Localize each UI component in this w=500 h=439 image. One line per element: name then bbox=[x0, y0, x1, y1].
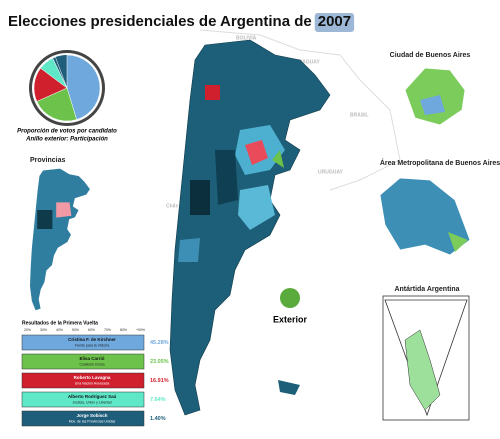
pie-slice bbox=[36, 87, 77, 122]
candidate-party: Frente para la Victoria bbox=[75, 343, 109, 347]
inset-title: Provincias bbox=[30, 157, 66, 164]
provinces-inset bbox=[29, 167, 91, 312]
scale-label: 70% bbox=[104, 328, 111, 332]
candidate-name: Cristina F. de Kirchner bbox=[68, 337, 116, 342]
amba-region bbox=[448, 232, 468, 252]
inset-title: Antártida Argentina bbox=[394, 286, 459, 293]
pie-slice bbox=[66, 54, 101, 120]
scale-label: +90% bbox=[136, 328, 145, 332]
candidate-party: Justicia, Unión y Libertad bbox=[72, 400, 111, 404]
inset-title: Ciudad de Buenos Aires bbox=[390, 52, 471, 59]
candidate-name: Jorge Sobisch bbox=[76, 413, 107, 418]
country-label: PARAGUAY bbox=[292, 59, 320, 65]
candidate-box bbox=[21, 372, 145, 389]
antarctica-frame bbox=[382, 295, 470, 421]
globe-icon bbox=[280, 288, 300, 308]
candidate-party: Coalición Cívica bbox=[79, 362, 104, 366]
results-title: Resultados de la Primera Vuelta bbox=[22, 320, 98, 326]
country-label: BOLIVIA bbox=[236, 35, 257, 41]
candidate-box bbox=[21, 334, 145, 351]
scale-label: 80% bbox=[120, 328, 127, 332]
candidate-name: Roberto Lavagna bbox=[74, 375, 111, 380]
antarctica-land bbox=[404, 329, 441, 411]
pie bbox=[33, 54, 101, 122]
candidate-name: Elisa Carrió bbox=[79, 356, 104, 361]
candidate-box bbox=[21, 391, 145, 408]
map-region bbox=[215, 150, 238, 205]
title-year: 2007 bbox=[318, 13, 351, 30]
candidate-percent: 23.05% bbox=[150, 359, 169, 365]
country-label: URUGUAY bbox=[318, 169, 343, 175]
candidate-box bbox=[21, 410, 145, 427]
candidate-name: Alberto Rodríguez Saá bbox=[68, 394, 117, 399]
provinces-map bbox=[29, 167, 91, 312]
antarctica-sector bbox=[384, 299, 468, 417]
title: Elecciones presidenciales de Argentina d… bbox=[8, 13, 312, 30]
country-label: BRASIL bbox=[350, 112, 369, 118]
map-region bbox=[205, 85, 220, 100]
pie-slice bbox=[52, 56, 68, 89]
border-outline bbox=[199, 29, 401, 191]
scale-label: 30% bbox=[40, 328, 47, 332]
pie-caption: Proporción de votos por candidato bbox=[17, 129, 117, 135]
candidate-box bbox=[21, 353, 145, 370]
candidate-percent: 7.64% bbox=[150, 397, 166, 403]
amba-map bbox=[379, 177, 471, 256]
scale: 20% 30% 40% 50% 60% 70% 80% +90% bbox=[24, 328, 145, 332]
year-highlight bbox=[314, 13, 355, 32]
candidate-party: Mov. de las Provincias Unidas bbox=[69, 419, 116, 423]
candidate-percent: 16.91% bbox=[150, 378, 169, 384]
province bbox=[37, 210, 53, 229]
province bbox=[56, 202, 72, 218]
pie-caption: Anillo exterior: Participación bbox=[25, 137, 108, 143]
candidate-percent: 45.28% bbox=[150, 340, 169, 346]
scale-label: 60% bbox=[88, 328, 95, 332]
scale-label: 20% bbox=[24, 328, 31, 332]
exterior-label: Exterior bbox=[273, 314, 308, 324]
map-region bbox=[238, 185, 275, 230]
scale-label: 40% bbox=[56, 328, 63, 332]
map-region bbox=[245, 140, 268, 165]
candidate-percent: 1.40% bbox=[150, 416, 166, 422]
map-region bbox=[272, 150, 284, 168]
inset-title: Área Metropolitana de Buenos Aires bbox=[380, 158, 500, 167]
tierra-del-fuego bbox=[278, 380, 300, 395]
caba-region bbox=[420, 95, 445, 115]
country-label: Chile bbox=[166, 203, 178, 209]
map-region bbox=[178, 238, 200, 262]
candidate-party: Una Nación Avanzada bbox=[75, 381, 110, 385]
scale-label: 50% bbox=[72, 328, 79, 332]
map-region bbox=[190, 180, 210, 215]
